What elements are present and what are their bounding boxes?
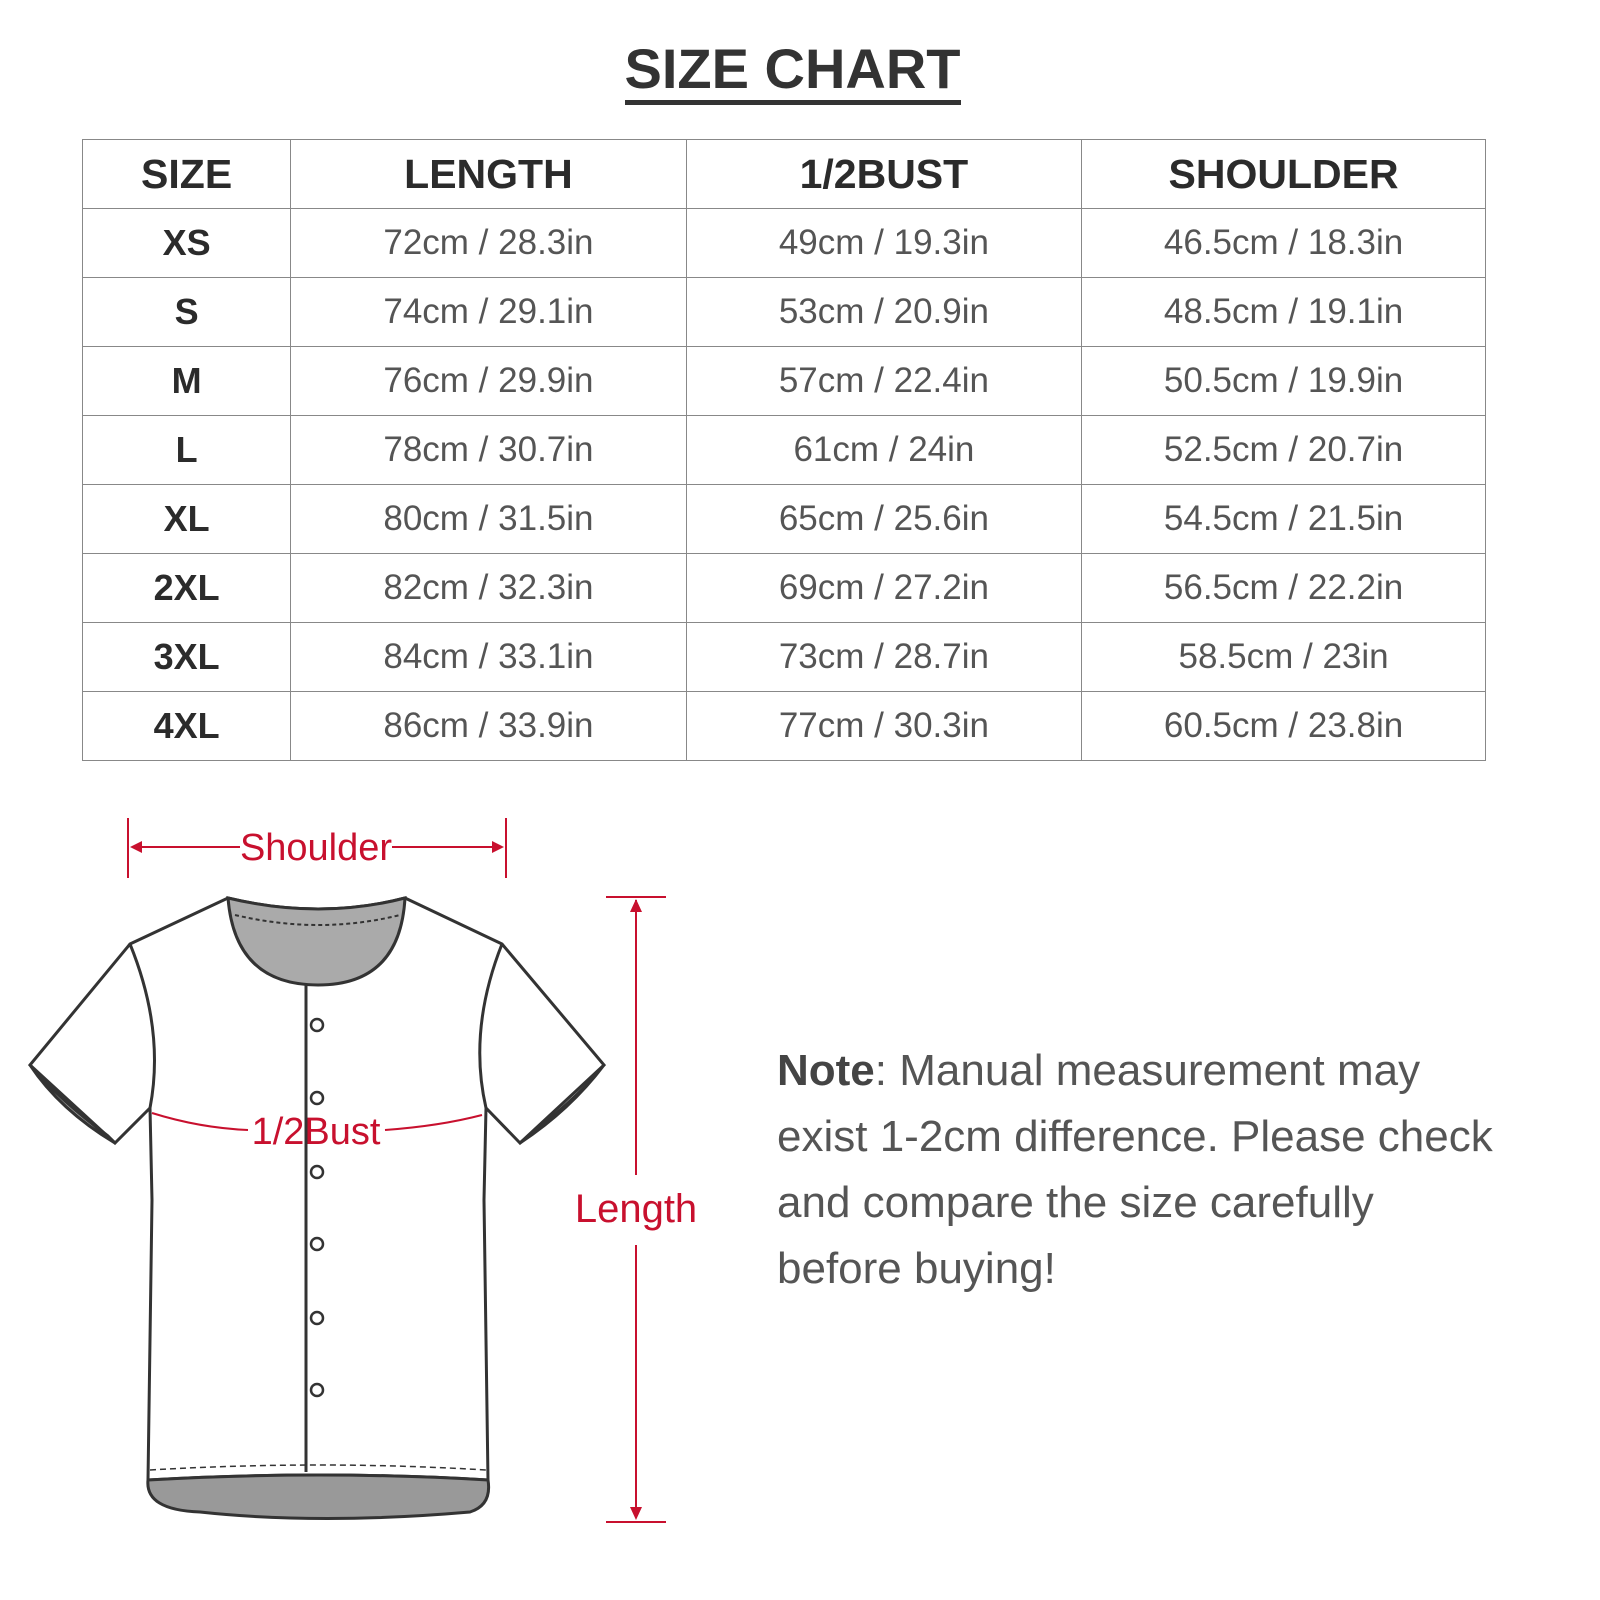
measurement-cell: 49cm / 19.3in bbox=[685, 208, 1083, 278]
size-cell: 3XL bbox=[81, 622, 292, 692]
measurement-cell: 60.5cm / 23.8in bbox=[1081, 691, 1486, 761]
measurement-cell: 86cm / 33.9in bbox=[290, 691, 687, 761]
table-row: M 76cm / 29.9in 57cm / 22.4in 50.5cm / 19.9… bbox=[81, 346, 1486, 416]
table-row: XL 80cm / 31.5in 65cm / 25.6in 54.5cm / 21.… bbox=[81, 484, 1486, 554]
size-cell: XS bbox=[81, 208, 292, 278]
measurement-cell: 78cm / 30.7in bbox=[290, 415, 687, 485]
measurement-cell: 57cm / 22.4in bbox=[685, 346, 1083, 416]
table-row: 4XL 86cm / 33.9in 77cm / 30.3in 60.5cm / 23… bbox=[81, 691, 1486, 761]
measurement-cell: 72cm / 28.3in bbox=[290, 208, 687, 278]
measurement-cell: 82cm / 32.3in bbox=[290, 553, 687, 623]
measurement-cell: 54.5cm / 21.5in bbox=[1081, 484, 1486, 554]
table-row: L 78cm / 30.7in 61cm / 24in 52.5cm / 20.7in bbox=[81, 415, 1486, 485]
bust-measurement bbox=[151, 1112, 483, 1131]
size-cell: S bbox=[81, 277, 292, 347]
size-cell: 4XL bbox=[81, 691, 292, 761]
shoulder-measurement bbox=[127, 818, 507, 878]
measurement-cell: 50.5cm / 19.9in bbox=[1081, 346, 1486, 416]
note-text: Note: Manual measurement may exist 1-2cm… bbox=[777, 1038, 1497, 1302]
table-row: 2XL 82cm / 32.3in 69cm / 27.2in 56.5cm / 22… bbox=[81, 553, 1486, 623]
shirt-measurement-diagram: Shoulder 1/2Bust Length bbox=[27, 818, 697, 1523]
title-text: SIZE CHART bbox=[624, 38, 961, 105]
size-cell: 2XL bbox=[81, 553, 292, 623]
column-header: 1/2BUST bbox=[685, 139, 1083, 209]
size-cell: L bbox=[81, 415, 292, 485]
table-row: S 74cm / 29.1in 53cm / 20.9in 48.5cm / 19.1… bbox=[81, 277, 1486, 347]
measurement-cell: 48.5cm / 19.1in bbox=[1081, 277, 1486, 347]
column-header: SHOULDER bbox=[1081, 139, 1486, 209]
size-cell: XL bbox=[81, 484, 292, 554]
measurement-cell: 76cm / 29.9in bbox=[290, 346, 687, 416]
note-body: : Manual measurement may exist 1-2cm dif… bbox=[777, 1046, 1493, 1293]
measurement-cell: 53cm / 20.9in bbox=[685, 277, 1083, 347]
measurement-cell: 58.5cm / 23in bbox=[1081, 622, 1486, 692]
measurement-cell: 77cm / 30.3in bbox=[685, 691, 1083, 761]
measurement-cell: 61cm / 24in bbox=[685, 415, 1083, 485]
length-label: Length bbox=[575, 1187, 697, 1231]
shirt-illustration bbox=[27, 896, 607, 1520]
measurement-cell: 80cm / 31.5in bbox=[290, 484, 687, 554]
column-header: LENGTH bbox=[290, 139, 687, 209]
length-measurement bbox=[606, 896, 666, 1523]
measurement-cell: 74cm / 29.1in bbox=[290, 277, 687, 347]
measurement-cell: 69cm / 27.2in bbox=[685, 553, 1083, 623]
shoulder-label: Shoulder bbox=[240, 827, 392, 869]
page-title: SIZE CHART bbox=[0, 36, 1585, 105]
measurement-cell: 56.5cm / 22.2in bbox=[1081, 553, 1486, 623]
bust-label: 1/2Bust bbox=[252, 1111, 381, 1153]
table-row: 3XL 84cm / 33.1in 73cm / 28.7in 58.5cm / 23… bbox=[81, 622, 1486, 692]
size-cell: M bbox=[81, 346, 292, 416]
table-header: SIZE LENGTH 1/2BUST SHOULDER bbox=[81, 139, 1486, 209]
measurement-cell: 84cm / 33.1in bbox=[290, 622, 687, 692]
measurement-cell: 73cm / 28.7in bbox=[685, 622, 1083, 692]
table-row: XS 72cm / 28.3in 49cm / 19.3in 46.5cm / 18.… bbox=[81, 208, 1486, 278]
column-header: SIZE bbox=[81, 139, 292, 209]
size-table: SIZE LENGTH 1/2BUST SHOULDER XS 72cm / 28.3i… bbox=[81, 139, 1486, 761]
measurement-cell: 46.5cm / 18.3in bbox=[1081, 208, 1486, 278]
note-label: Note bbox=[777, 1046, 875, 1095]
measurement-cell: 65cm / 25.6in bbox=[685, 484, 1083, 554]
measurement-cell: 52.5cm / 20.7in bbox=[1081, 415, 1486, 485]
